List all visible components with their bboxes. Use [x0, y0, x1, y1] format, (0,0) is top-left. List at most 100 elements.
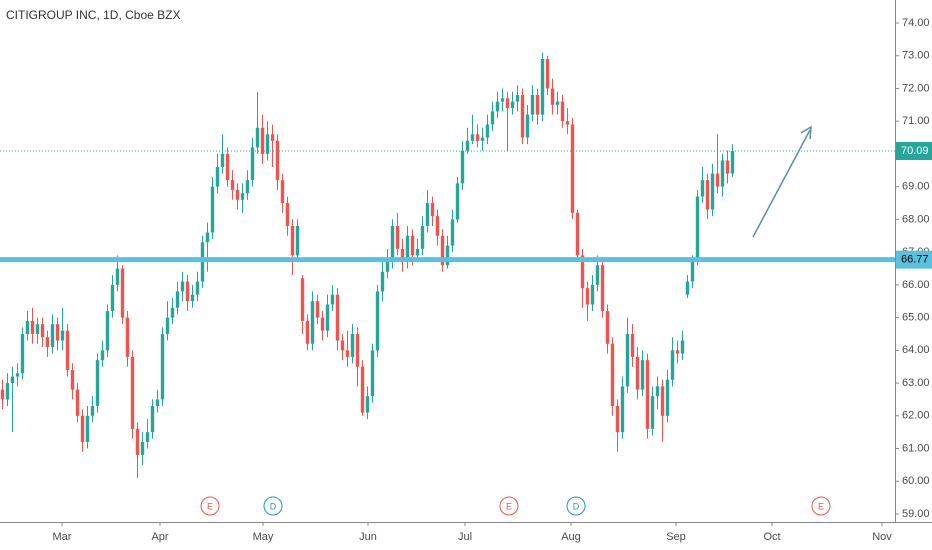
candle-body: [120, 268, 125, 318]
candle-body: [150, 405, 155, 433]
candle-body: [225, 153, 230, 181]
event-marker: [499, 496, 519, 516]
event-marker: [811, 496, 831, 516]
y-tick-label: 59.00: [902, 508, 930, 520]
candle-body: [470, 134, 475, 141]
candle-body: [300, 278, 305, 321]
candle-body: [635, 356, 640, 390]
candle-body: [265, 134, 270, 154]
candle-body: [255, 127, 260, 148]
candle-body: [465, 140, 470, 151]
candle-body: [125, 317, 130, 357]
candle-body: [80, 415, 85, 442]
candle-body: [525, 114, 530, 138]
x-tick-label: Nov: [872, 531, 892, 543]
candle-body: [600, 265, 605, 312]
candle-body: [710, 173, 715, 210]
candle-body: [455, 183, 460, 220]
candle-body: [575, 212, 580, 256]
y-tick-label: 69.00: [902, 181, 930, 193]
candle-body: [700, 180, 705, 197]
candle-body: [315, 301, 320, 318]
candle-body: [605, 311, 610, 344]
event-label: E: [207, 501, 213, 511]
x-tick-label: May: [253, 531, 274, 543]
candle-body: [130, 356, 135, 429]
candle-body: [450, 219, 455, 246]
candle-body: [270, 134, 275, 141]
candle-body: [85, 415, 90, 442]
candle-body: [290, 225, 295, 256]
candle-body: [480, 137, 485, 141]
candle-body: [680, 340, 685, 354]
candle-body: [280, 180, 285, 204]
candle-body: [95, 360, 100, 406]
candle-body: [0, 389, 5, 400]
candle-body: [430, 203, 435, 217]
candle-body: [445, 245, 450, 266]
candle-body: [190, 294, 195, 302]
candle-body: [215, 167, 220, 187]
candle-body: [580, 255, 585, 289]
x-tick-label: Aug: [561, 531, 581, 543]
x-tick-label: Oct: [763, 531, 780, 543]
candle-body: [435, 216, 440, 236]
candle-body: [385, 258, 390, 272]
candle-body: [180, 281, 185, 292]
candle-body: [530, 95, 535, 115]
candle-body: [420, 225, 425, 249]
candle-body: [140, 441, 145, 456]
candle-body: [730, 150, 735, 174]
candle-body: [475, 134, 480, 141]
candle-body: [485, 124, 490, 138]
candle-body: [115, 268, 120, 285]
candle-body: [650, 396, 655, 429]
candle-body: [20, 333, 25, 374]
candle-body: [370, 350, 375, 397]
event-marker: [200, 496, 220, 516]
event-marker: [566, 496, 586, 516]
candle-body: [245, 180, 250, 194]
candle-body: [345, 350, 350, 357]
candle-body: [375, 291, 380, 351]
candle-body: [540, 59, 545, 115]
candle-body: [275, 140, 280, 181]
candle-body: [210, 186, 215, 233]
candle-body: [640, 360, 645, 390]
candle-body: [705, 180, 710, 210]
candle-body: [565, 121, 570, 125]
candle-body: [340, 340, 345, 351]
event-label: D: [573, 501, 580, 511]
event-label: E: [818, 501, 824, 511]
candle-body: [660, 386, 665, 416]
candle-body: [15, 373, 20, 377]
candle-body: [560, 101, 565, 122]
y-tick-label: 64.00: [902, 344, 930, 356]
candle-body: [185, 281, 190, 302]
candle-body: [155, 399, 160, 406]
y-tick-label: 60.00: [902, 475, 930, 487]
candle-body: [110, 284, 115, 312]
candle-body: [570, 124, 575, 213]
candle-body: [545, 59, 550, 89]
candle-body: [520, 95, 525, 138]
event-label: D: [270, 501, 277, 511]
candle-body: [590, 284, 595, 305]
candle-body: [645, 360, 650, 429]
candle-body: [165, 317, 170, 334]
candle-body: [145, 432, 150, 442]
candle-body: [365, 396, 370, 413]
y-tick-label: 66.00: [902, 279, 930, 291]
candle-body: [230, 180, 235, 190]
x-tick-label: Apr: [151, 531, 168, 543]
candle-body: [335, 294, 340, 341]
chart-title: CITIGROUP INC, 1D, Cboe BZX: [6, 8, 181, 22]
candle-body: [500, 98, 505, 102]
candle-body: [665, 379, 670, 416]
candle-body: [5, 383, 10, 400]
candle-body: [440, 235, 445, 266]
event-marker: [263, 496, 283, 516]
candle-body: [585, 288, 590, 305]
